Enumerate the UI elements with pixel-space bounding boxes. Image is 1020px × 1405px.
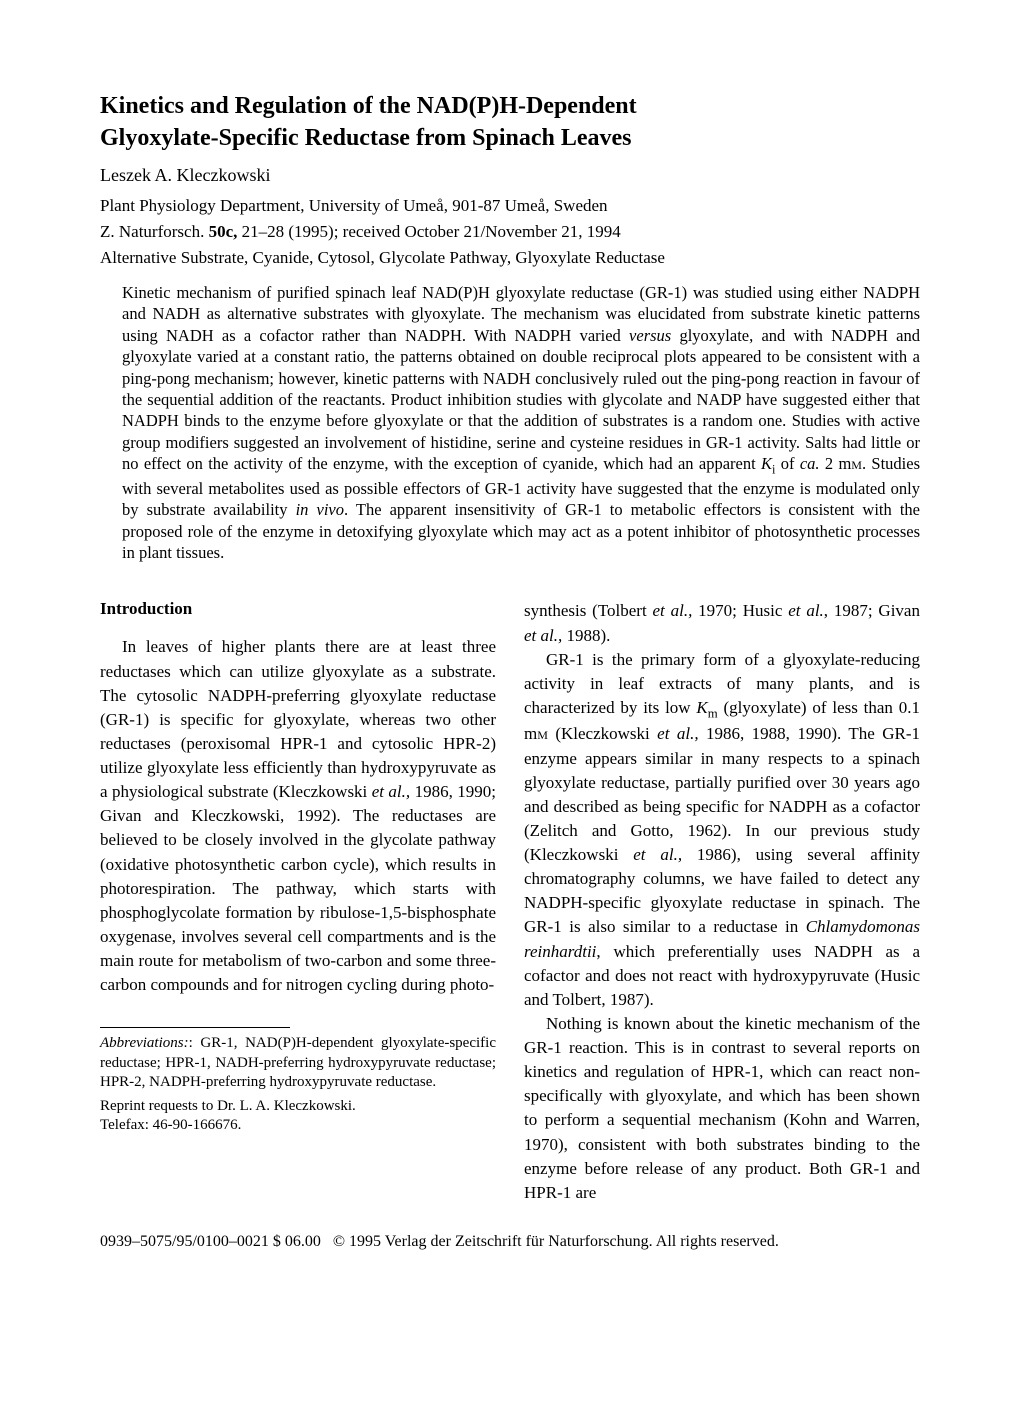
abstract-text: Kinetic mechanism of purified spinach le… — [122, 282, 920, 564]
title-line-1: Kinetics and Regulation of the NAD(P)H-D… — [100, 93, 637, 119]
body-columns: Introduction In leaves of higher plants … — [100, 599, 920, 1204]
author-name: Leszek A. Kleczkowski — [100, 165, 920, 186]
citation-volume: 50c, — [209, 222, 238, 241]
intro-paragraph-1: In leaves of higher plants there are at … — [100, 635, 496, 997]
left-column: Introduction In leaves of higher plants … — [100, 599, 496, 1204]
intro-paragraph-2: GR-1 is the primary form of a glyoxylate… — [524, 648, 920, 1012]
right-column: synthesis (Tolbert et al., 1970; Husic e… — [524, 599, 920, 1204]
citation-pages: 21–28 (1995); received October 21/Novemb… — [237, 222, 620, 241]
article-title: Kinetics and Regulation of the NAD(P)H-D… — [100, 90, 920, 155]
citation-journal: Z. Naturforsch. — [100, 222, 209, 241]
journal-citation: Z. Naturforsch. 50c, 21–28 (1995); recei… — [100, 222, 920, 242]
reprint-footnote: Reprint requests to Dr. L. A. Kleczkowsk… — [100, 1097, 496, 1136]
intro-paragraph-3: Nothing is known about the kinetic mecha… — [524, 1012, 920, 1205]
title-line-2: Glyoxylate-Specific Reductase from Spina… — [100, 125, 632, 151]
abbreviations-footnote: Abbreviations:: GR-1, NAD(P)H-dependent … — [100, 1034, 496, 1093]
intro-paragraph-1-continued: synthesis (Tolbert et al., 1970; Husic e… — [524, 599, 920, 647]
footnote-separator — [100, 1027, 290, 1028]
introduction-heading: Introduction — [100, 599, 496, 619]
page-footer: 0939–5075/95/0100–0021 $ 06.00 © 1995 Ve… — [100, 1233, 920, 1251]
keywords-line: Alternative Substrate, Cyanide, Cytosol,… — [100, 248, 920, 268]
author-affiliation: Plant Physiology Department, University … — [100, 196, 920, 216]
